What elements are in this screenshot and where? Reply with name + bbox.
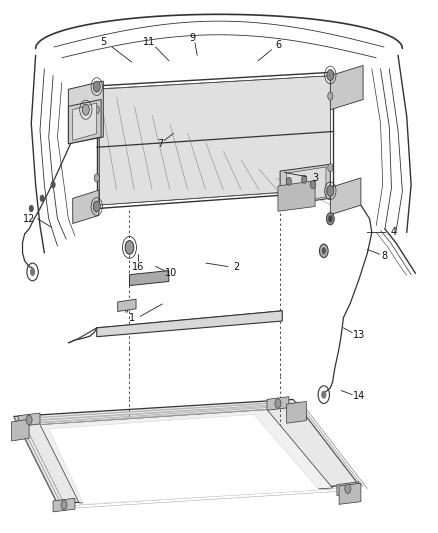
Polygon shape bbox=[99, 76, 330, 205]
Circle shape bbox=[51, 181, 55, 188]
Circle shape bbox=[327, 69, 334, 80]
Circle shape bbox=[125, 240, 134, 254]
Text: 6: 6 bbox=[275, 40, 281, 50]
Polygon shape bbox=[337, 482, 359, 496]
Text: 16: 16 bbox=[132, 262, 145, 271]
Text: 5: 5 bbox=[100, 37, 106, 46]
Polygon shape bbox=[330, 66, 363, 110]
Text: 10: 10 bbox=[165, 268, 177, 278]
Circle shape bbox=[26, 415, 32, 425]
Text: 11: 11 bbox=[143, 37, 155, 46]
Circle shape bbox=[93, 81, 100, 92]
Circle shape bbox=[61, 500, 67, 510]
Polygon shape bbox=[278, 181, 315, 211]
Polygon shape bbox=[73, 190, 99, 223]
Polygon shape bbox=[68, 100, 101, 144]
Circle shape bbox=[321, 247, 326, 254]
Polygon shape bbox=[73, 103, 97, 140]
Polygon shape bbox=[339, 483, 361, 504]
Circle shape bbox=[301, 175, 307, 183]
Text: 1: 1 bbox=[129, 313, 135, 322]
Text: 4: 4 bbox=[391, 228, 397, 237]
Circle shape bbox=[327, 185, 334, 196]
Text: 9: 9 bbox=[190, 33, 196, 43]
Circle shape bbox=[326, 213, 334, 225]
Text: 13: 13 bbox=[353, 329, 365, 340]
Text: 14: 14 bbox=[353, 391, 365, 401]
Polygon shape bbox=[73, 86, 99, 129]
Circle shape bbox=[94, 106, 99, 114]
Polygon shape bbox=[97, 311, 283, 337]
Circle shape bbox=[30, 268, 35, 276]
Circle shape bbox=[286, 177, 291, 185]
Text: 2: 2 bbox=[233, 262, 240, 271]
Circle shape bbox=[93, 201, 100, 212]
Polygon shape bbox=[267, 397, 289, 410]
Polygon shape bbox=[280, 164, 330, 205]
Circle shape bbox=[82, 104, 89, 115]
Polygon shape bbox=[12, 419, 29, 441]
Circle shape bbox=[328, 92, 333, 100]
Polygon shape bbox=[49, 414, 319, 504]
Circle shape bbox=[328, 215, 332, 222]
Polygon shape bbox=[14, 399, 359, 504]
Polygon shape bbox=[18, 413, 40, 426]
Text: 7: 7 bbox=[157, 139, 163, 149]
Polygon shape bbox=[118, 299, 136, 311]
Circle shape bbox=[345, 484, 351, 494]
Polygon shape bbox=[330, 178, 361, 215]
Polygon shape bbox=[68, 81, 103, 144]
Circle shape bbox=[321, 391, 326, 399]
Circle shape bbox=[29, 205, 33, 212]
Polygon shape bbox=[53, 498, 75, 512]
Polygon shape bbox=[287, 167, 326, 203]
Polygon shape bbox=[287, 401, 306, 423]
Circle shape bbox=[328, 164, 333, 172]
Circle shape bbox=[319, 244, 328, 257]
Circle shape bbox=[275, 399, 281, 408]
Polygon shape bbox=[130, 271, 169, 286]
Circle shape bbox=[94, 174, 99, 182]
Circle shape bbox=[310, 181, 315, 189]
Text: 12: 12 bbox=[23, 214, 35, 224]
Text: 3: 3 bbox=[312, 173, 318, 183]
Circle shape bbox=[40, 195, 44, 202]
Text: 8: 8 bbox=[382, 251, 388, 261]
Polygon shape bbox=[40, 410, 332, 503]
